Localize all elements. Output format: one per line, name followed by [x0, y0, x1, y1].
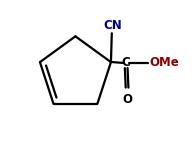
Text: OMe: OMe: [149, 56, 179, 69]
Text: CN: CN: [103, 19, 122, 32]
Text: C: C: [122, 56, 131, 69]
Text: O: O: [122, 93, 132, 106]
